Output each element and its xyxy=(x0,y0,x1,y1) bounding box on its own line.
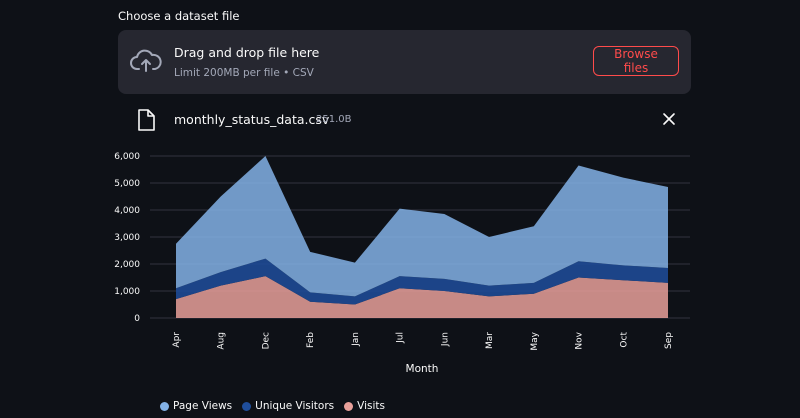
legend-item[interactable]: Page Views xyxy=(160,400,232,412)
x-tick-label: May xyxy=(530,331,540,350)
stacked-area-chart: 0 1,000 2,000 3,000 4,000 5,000 6,000 Apr Aug De… xyxy=(114,152,690,375)
file-icon xyxy=(136,109,156,131)
file-size: 251.0B xyxy=(316,114,352,125)
area-series-page-views[interactable] xyxy=(176,156,668,297)
x-tick-label: Sep xyxy=(664,332,674,349)
x-tick-label: Jun xyxy=(440,332,450,347)
uploader-label: Choose a dataset file xyxy=(118,9,240,23)
area-series-unique-visitors[interactable] xyxy=(176,258,668,305)
legend-item[interactable]: Unique Visitors xyxy=(242,400,334,412)
browse-files-button[interactable]: Browse files xyxy=(593,46,679,76)
file-name: monthly_status_data.csv xyxy=(174,112,330,127)
y-tick-label: 6,000 xyxy=(114,152,140,162)
area-series-visits[interactable] xyxy=(176,276,668,318)
x-tick-label: Aug xyxy=(217,332,227,350)
dropzone-title: Drag and drop file here xyxy=(174,45,320,60)
x-tick-label: Jan xyxy=(351,332,361,347)
y-tick-label: 2,000 xyxy=(114,260,140,270)
legend-label: Unique Visitors xyxy=(255,400,335,412)
uploaded-file-row: monthly_status_data.csv 251.0B xyxy=(118,104,691,136)
legend-swatch xyxy=(242,401,252,411)
x-tick-label: Nov xyxy=(575,331,585,349)
legend-swatch xyxy=(344,401,354,411)
x-tick-label: Oct xyxy=(619,332,629,348)
cloud-upload-icon xyxy=(130,49,162,73)
file-dropzone[interactable]: Drag and drop file here Limit 200MB per … xyxy=(118,30,691,94)
dropzone-subtitle: Limit 200MB per file • CSV xyxy=(174,67,314,79)
x-tick-label: Feb xyxy=(306,332,316,348)
legend-label: Visits xyxy=(357,400,385,412)
x-tick-label: Dec xyxy=(261,332,271,349)
y-tick-label: 3,000 xyxy=(114,233,140,243)
y-tick-label: 4,000 xyxy=(114,206,140,216)
x-tick-label: Apr xyxy=(172,332,182,348)
y-tick-label: 5,000 xyxy=(114,179,140,189)
close-icon[interactable] xyxy=(661,111,677,127)
x-tick-label: Jul xyxy=(396,332,406,344)
y-tick-label: 0 xyxy=(134,314,140,324)
x-tick-label: Mar xyxy=(485,332,495,349)
chart-legend: Page Views Unique Visitors Visits xyxy=(160,400,385,412)
y-tick-label: 1,000 xyxy=(114,287,140,297)
x-axis-title: Month xyxy=(406,363,439,375)
legend-swatch xyxy=(160,401,169,411)
legend-item[interactable]: Visits xyxy=(344,400,385,412)
legend-label: Page Views xyxy=(173,400,233,412)
